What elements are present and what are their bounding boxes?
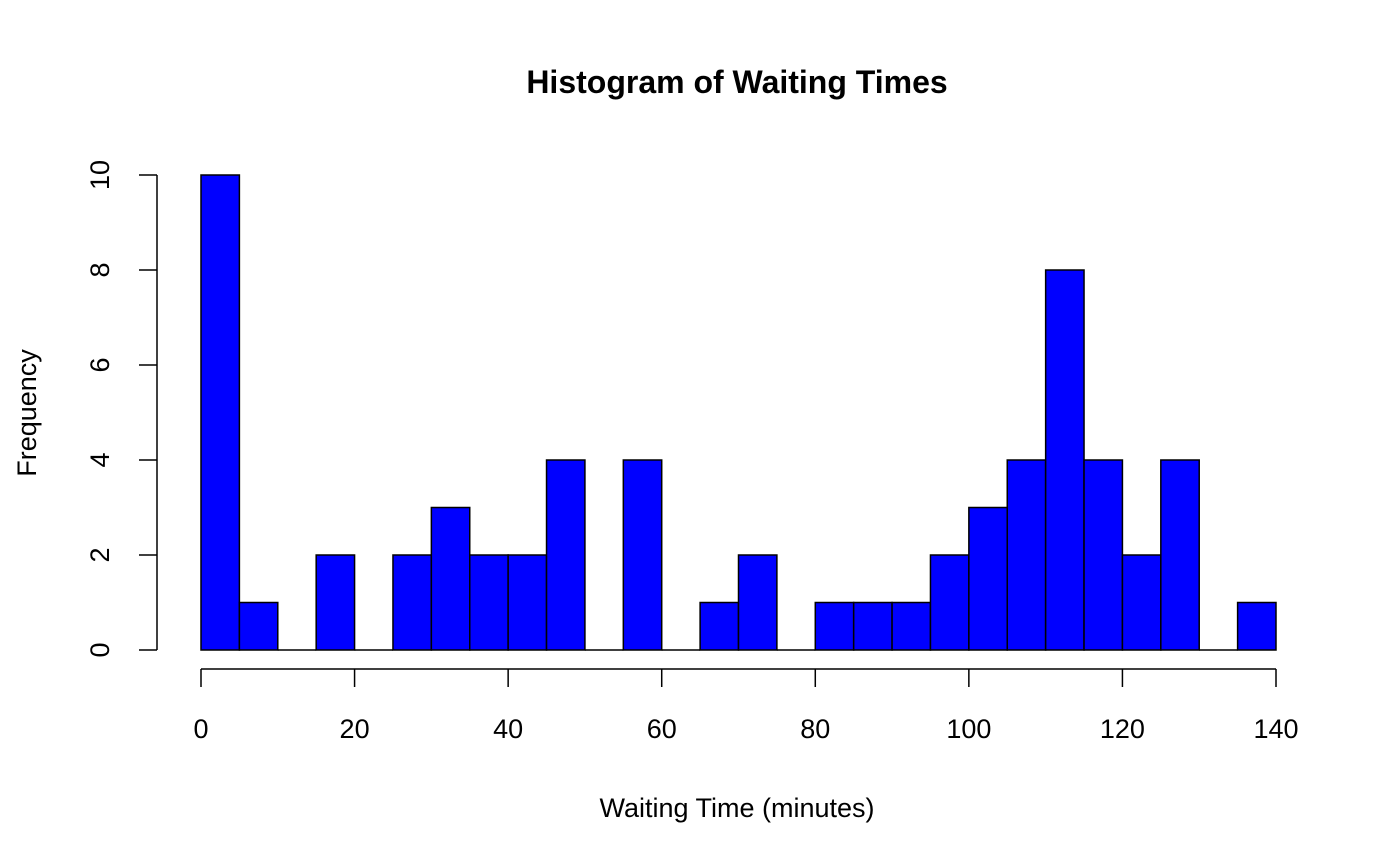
y-tick-label: 0 <box>85 642 115 657</box>
y-tick-label: 8 <box>85 262 115 277</box>
histogram-bar <box>1044 269 1085 651</box>
histogram-bar <box>392 554 433 651</box>
histogram-bar <box>891 601 932 651</box>
histogram-bar <box>430 506 471 651</box>
x-tick-label: 20 <box>340 714 370 744</box>
x-tick-label: 60 <box>647 714 677 744</box>
bars-group <box>200 174 1277 651</box>
histogram-bar <box>1083 459 1124 651</box>
histogram-bar <box>1121 554 1162 651</box>
y-tick-label: 10 <box>85 160 115 190</box>
x-tick-label: 0 <box>193 714 208 744</box>
histogram-bar <box>699 601 740 651</box>
x-tick-label: 100 <box>946 714 991 744</box>
histogram-bar <box>315 554 356 651</box>
x-tick-label: 120 <box>1100 714 1145 744</box>
histogram-bar <box>238 601 279 651</box>
y-axis: 0 2 4 6 8 10 <box>85 160 158 658</box>
x-axis: 0 20 40 60 80 100 120 140 <box>193 668 1299 744</box>
y-tick-label: 6 <box>85 357 115 372</box>
histogram-bar <box>852 601 893 651</box>
x-tick-label: 40 <box>493 714 523 744</box>
histogram-bar <box>814 601 855 651</box>
x-tick-label: 80 <box>800 714 830 744</box>
histogram-bar <box>200 174 241 651</box>
histogram-bar <box>737 554 778 651</box>
histogram-bar <box>545 459 586 651</box>
x-tick-label: 140 <box>1253 714 1298 744</box>
histogram-bar <box>1006 459 1047 651</box>
histogram-bar <box>622 459 663 651</box>
y-tick-label: 2 <box>85 547 115 562</box>
y-axis-label: Frequency <box>12 349 42 477</box>
y-tick-label: 4 <box>85 452 115 467</box>
histogram-bar <box>469 554 509 651</box>
x-axis-label: Waiting Time (minutes) <box>599 793 874 823</box>
histogram-bar <box>507 554 548 651</box>
chart-title: Histogram of Waiting Times <box>526 64 947 100</box>
histogram-bar <box>968 506 1008 651</box>
histogram-bar <box>929 554 970 651</box>
histogram-bar <box>1236 601 1277 651</box>
histogram-bar <box>1160 459 1200 651</box>
